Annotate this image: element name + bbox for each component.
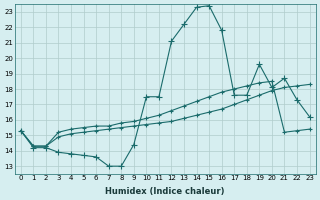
- X-axis label: Humidex (Indice chaleur): Humidex (Indice chaleur): [106, 187, 225, 196]
